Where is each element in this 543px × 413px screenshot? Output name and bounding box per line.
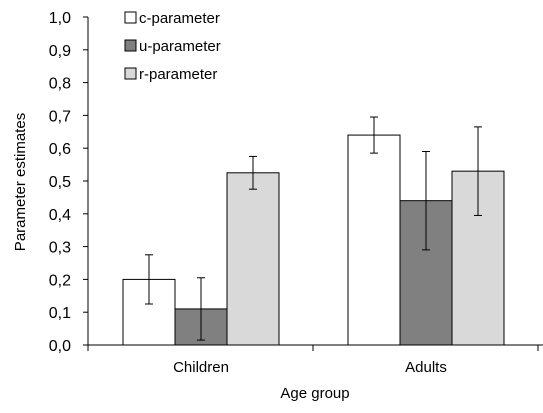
x-axis-ticks: Children Adults — [87, 345, 539, 376]
legend-label-r-parameter: r-parameter — [139, 66, 217, 83]
y-tick-label: 0,3 — [49, 240, 71, 257]
axes-group — [87, 17, 543, 346]
y-tick-label: 0,9 — [49, 43, 71, 60]
y-tick-label: 0,2 — [49, 272, 71, 289]
y-tick-label: 0,0 — [49, 338, 71, 355]
bar-r-parameter-children — [226, 172, 280, 346]
y-tick-label: 0,6 — [49, 141, 71, 158]
legend: c-parameter u-parameter r-parameter — [124, 10, 221, 83]
legend-label-c-parameter: c-parameter — [139, 10, 220, 27]
y-tick-label: 0,5 — [49, 174, 71, 191]
y-tick-label: 0,4 — [49, 207, 71, 224]
y-axis-label: Parameter estimates — [12, 113, 29, 251]
y-axis-ticks: 0,0 0,1 0,2 0,3 0,4 0,5 0,6 0,7 0,8 0,9 1,0 — [49, 10, 88, 355]
x-axis-label: Age group — [280, 385, 349, 402]
legend-label-u-parameter: u-parameter — [139, 38, 221, 55]
y-tick-label: 0,8 — [49, 76, 71, 93]
bar-c-parameter-adults — [347, 134, 401, 346]
y-tick-label: 1,0 — [49, 10, 71, 27]
legend-swatch-r-parameter — [124, 67, 137, 80]
error-bars-group — [145, 116, 482, 341]
bars-group — [122, 134, 505, 346]
x-tick-label-adults: Adults — [405, 359, 447, 376]
legend-swatch-c-parameter — [124, 11, 137, 24]
y-tick-label: 0,1 — [49, 305, 71, 322]
x-tick-label-children: Children — [173, 359, 229, 376]
legend-swatch-u-parameter — [124, 39, 137, 52]
y-tick-label: 0,7 — [49, 108, 71, 125]
